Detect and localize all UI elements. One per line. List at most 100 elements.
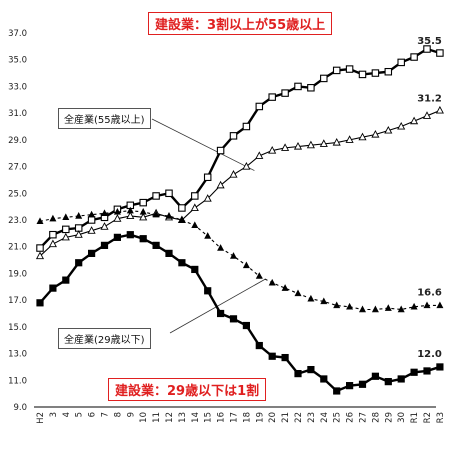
data-point: [75, 212, 83, 219]
data-point: [294, 289, 302, 297]
data-point: [35, 251, 45, 260]
data-point: [74, 230, 83, 238]
data-point: [371, 69, 380, 77]
data-point: [242, 162, 251, 170]
callout-55-leader: [151, 118, 255, 171]
data-point: [333, 301, 341, 309]
y-tick-label: 27.0: [8, 163, 27, 173]
data-point: [436, 301, 444, 309]
y-tick-label: 13.0: [8, 350, 27, 360]
data-point: [281, 89, 289, 97]
data-point: [49, 284, 57, 292]
data-point: [87, 226, 96, 234]
x-tick-label: 30: [397, 412, 407, 423]
data-point: [423, 367, 431, 375]
x-tick-label: 11: [152, 412, 162, 423]
y-tick-label: 21.0: [8, 243, 27, 253]
data-point: [397, 121, 406, 130]
data-point: [113, 208, 121, 215]
data-point: [242, 261, 250, 269]
data-point: [255, 151, 264, 159]
labels-layer: 35.5 31.2 16.6 12.0: [417, 36, 442, 360]
data-point: [332, 137, 341, 146]
data-point: [152, 210, 160, 218]
data-point: [358, 380, 367, 388]
data-point: [229, 315, 238, 323]
data-point: [423, 45, 431, 53]
x-tick-label: 7: [101, 412, 111, 417]
data-point: [217, 244, 225, 251]
data-point: [371, 129, 380, 138]
data-point: [62, 225, 70, 234]
data-point: [165, 189, 173, 198]
x-tick-label: 13: [178, 412, 188, 423]
end-value-label: 35.5: [417, 36, 442, 47]
x-tick-label: 26: [346, 412, 356, 423]
series-3: [36, 231, 444, 395]
x-tick-label: 18: [242, 412, 252, 423]
data-point: [307, 84, 315, 92]
data-point: [126, 231, 134, 239]
data-point: [333, 387, 341, 395]
data-point: [165, 249, 173, 257]
y-tick-label: 35.0: [8, 56, 27, 66]
data-point: [255, 341, 263, 350]
x-tick-label: 12: [165, 412, 175, 423]
data-point: [88, 210, 96, 218]
data-point: [113, 233, 121, 241]
data-point: [410, 302, 418, 310]
data-point: [422, 111, 432, 119]
x-tick-label: R2: [423, 412, 433, 423]
data-point: [204, 287, 212, 295]
series-layer: [35, 45, 444, 395]
data-point: [126, 211, 135, 220]
data-point: [242, 122, 251, 131]
data-point: [436, 363, 444, 371]
y-tick-label: 25.0: [8, 189, 27, 199]
data-point: [307, 294, 315, 302]
end-value-label: 16.6: [417, 287, 442, 298]
data-point: [384, 125, 393, 134]
data-point: [255, 102, 264, 111]
x-tick-label: 4: [62, 412, 72, 417]
data-point: [268, 145, 277, 154]
data-point: [165, 212, 173, 219]
data-point: [268, 93, 276, 101]
x-tick-label: 20: [268, 412, 278, 423]
data-point: [268, 278, 276, 286]
x-tick-label: 17: [230, 412, 240, 423]
data-point: [255, 272, 263, 279]
x-tick-label: 8: [113, 412, 123, 417]
data-point: [49, 214, 57, 222]
x-tick-label: 19: [255, 412, 265, 423]
y-tick-label: 37.0: [8, 29, 27, 39]
x-tick-label: 22: [294, 412, 304, 423]
y-tick-label: 15.0: [8, 323, 27, 333]
data-point: [423, 301, 431, 309]
data-point: [36, 217, 44, 225]
callout-all-industry-29: 全産業(29歳以下): [58, 328, 151, 349]
x-tick-label: 25: [333, 412, 343, 423]
y-tick-label: 19.0: [8, 269, 27, 279]
data-point: [178, 216, 186, 223]
series-line: [39, 210, 440, 311]
data-point: [371, 305, 379, 313]
x-tick-label: 21: [281, 412, 291, 423]
data-point: [410, 53, 418, 61]
data-point: [242, 321, 250, 330]
data-point: [358, 70, 367, 79]
data-point: [216, 309, 225, 318]
data-point: [230, 252, 237, 259]
data-point: [139, 235, 147, 243]
data-point: [101, 209, 108, 217]
data-point: [281, 353, 289, 362]
data-point: [139, 208, 147, 215]
callout-all-industry-55: 全産業(55歳以上): [58, 108, 151, 129]
callout-leaders: [151, 118, 266, 334]
data-point: [191, 221, 199, 229]
x-tick-label: 6: [88, 412, 98, 417]
data-point: [397, 58, 405, 67]
x-tick-label: 9: [126, 412, 136, 417]
x-tick-label: 16: [217, 412, 227, 423]
data-point: [358, 132, 367, 141]
